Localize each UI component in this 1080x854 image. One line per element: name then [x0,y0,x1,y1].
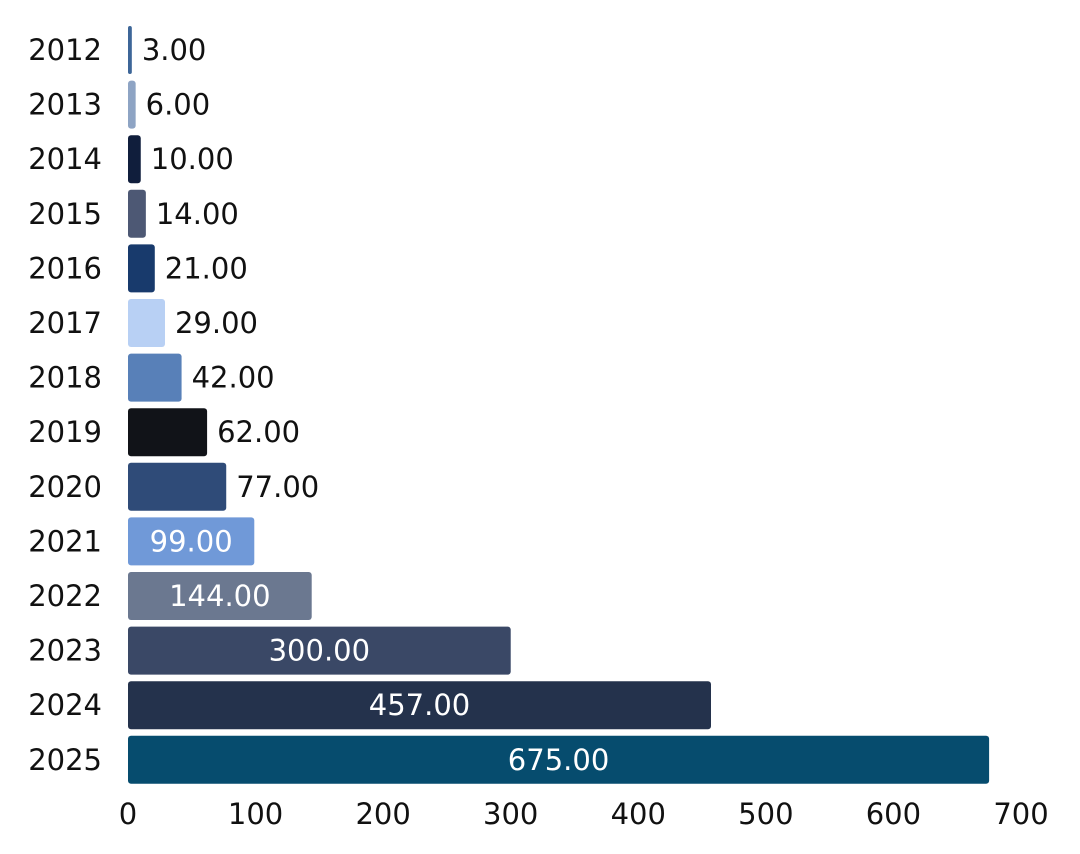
category-label-2019: 2019 [28,415,102,449]
bar-2016 [128,244,155,293]
bar-2015 [128,189,146,238]
category-label-2022: 2022 [28,579,102,613]
bar-2025 [128,735,990,784]
bars-group [128,26,990,784]
bar-2012 [128,26,132,74]
bar-2022 [128,572,312,620]
x-tick-label-0: 0 [119,797,137,831]
bar-2020 [128,462,227,511]
value-label-2022: 144.00 [169,579,270,613]
value-label-2018: 42.00 [192,361,275,395]
bar-2021 [128,517,255,566]
value-label-2016: 21.00 [165,251,248,285]
bar-2018 [128,353,182,402]
value-labels: 3.00 6.00 10.00 14.00 21.00 29.00 42.00 62.00 77… [142,33,609,777]
bar-2017 [128,299,165,347]
category-label-2017: 2017 [28,306,102,340]
category-label-2012: 2012 [28,33,102,67]
value-label-2024: 457.00 [369,688,470,722]
category-label-2025: 2025 [28,743,102,777]
x-tick-label-700: 700 [993,797,1048,831]
value-label-2020: 77.00 [236,470,319,504]
value-label-2025: 675.00 [508,743,609,777]
x-tick-label-300: 300 [483,797,538,831]
x-axis: 0 100 200 300 400 500 600 700 [119,797,1049,831]
category-label-2015: 2015 [28,197,102,231]
category-label-2016: 2016 [28,251,102,285]
value-label-2017: 29.00 [175,306,258,340]
bar-2024 [128,681,712,730]
category-label-2024: 2024 [28,688,102,722]
value-label-2023: 300.00 [269,634,370,668]
x-tick-label-500: 500 [738,797,793,831]
value-label-2021: 99.00 [150,524,233,558]
value-label-2012: 3.00 [142,33,207,67]
category-label-2018: 2018 [28,361,102,395]
x-tick-label-600: 600 [866,797,921,831]
category-label-2014: 2014 [28,142,102,176]
bar-2013 [128,80,136,129]
value-label-2013: 6.00 [146,88,211,122]
value-label-2015: 14.00 [156,197,239,231]
value-label-2014: 10.00 [151,142,234,176]
x-tick-label-100: 100 [228,797,283,831]
category-labels: 2012 2013 2014 2015 2016 2017 2018 2019 2020 2021… [28,33,102,777]
category-label-2021: 2021 [28,524,102,558]
x-tick-label-400: 400 [611,797,666,831]
category-label-2013: 2013 [28,88,102,122]
value-label-2019: 62.00 [217,415,300,449]
bar-2014 [128,135,141,184]
bar-2023 [128,626,511,675]
bar-2019 [128,408,208,457]
x-tick-label-200: 200 [355,797,410,831]
category-label-2020: 2020 [28,470,102,504]
category-label-2023: 2023 [28,634,102,668]
